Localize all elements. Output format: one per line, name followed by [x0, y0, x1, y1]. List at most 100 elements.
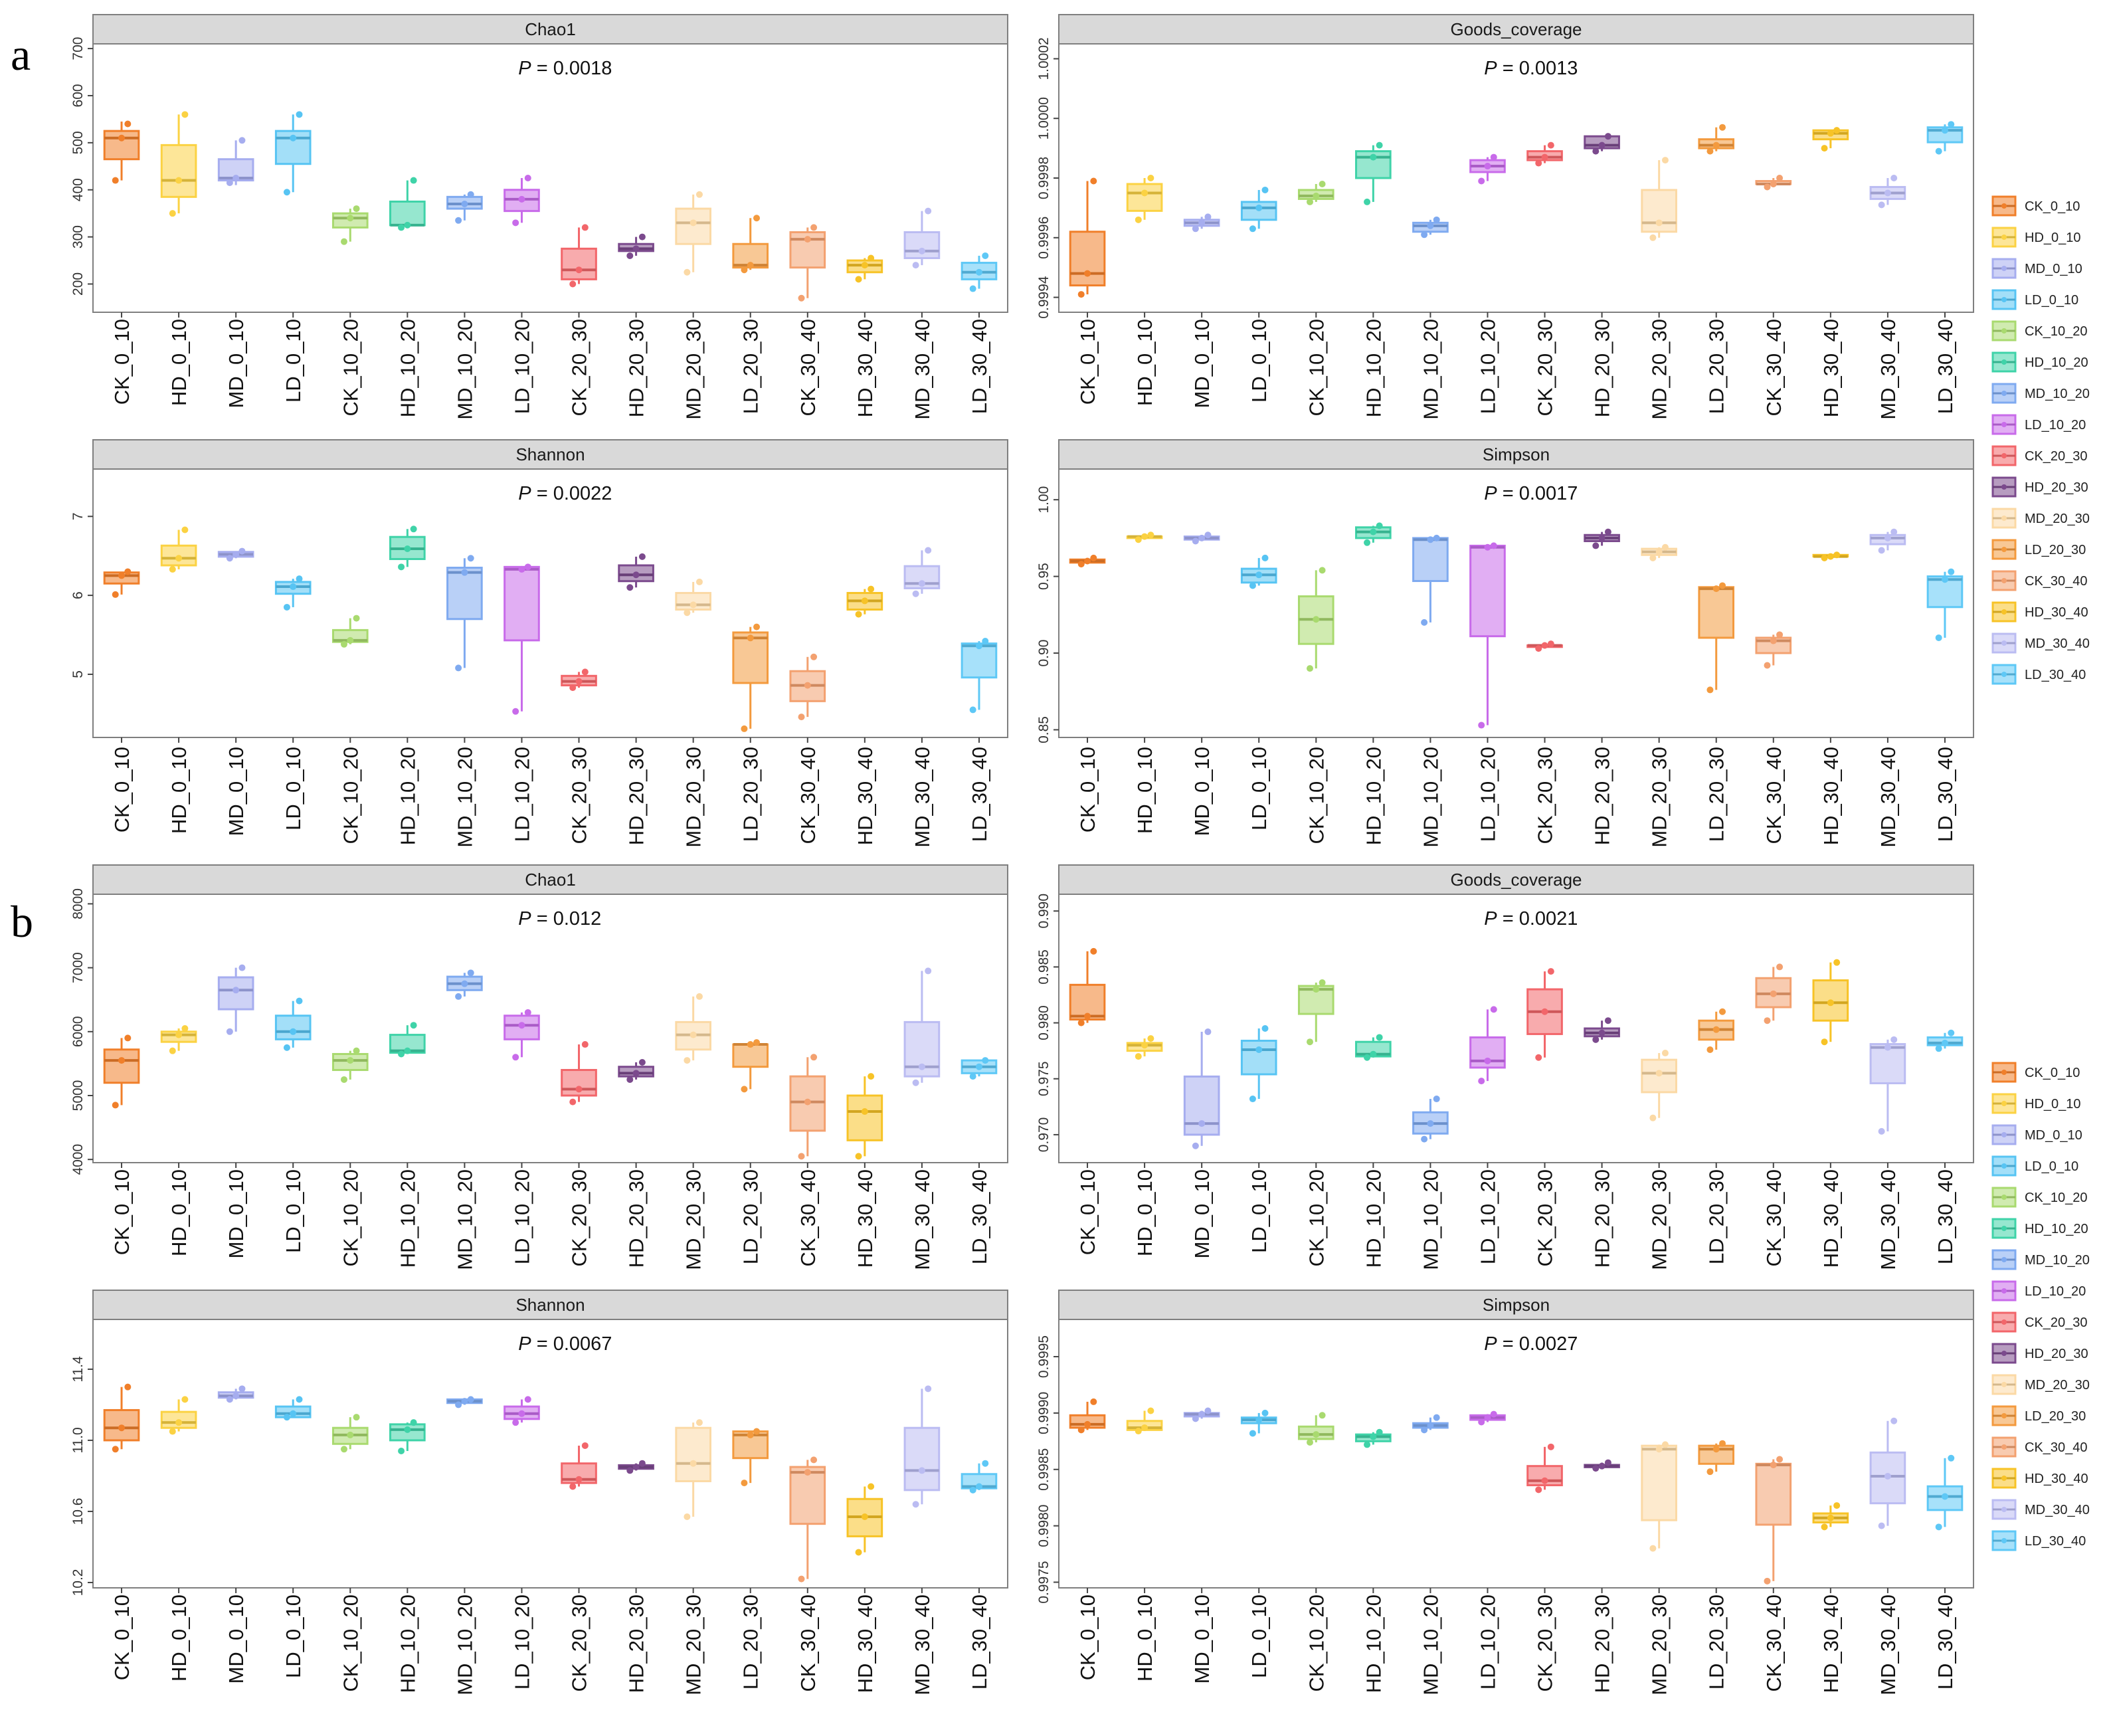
facet-strip [1058, 439, 1974, 470]
data-point [1827, 999, 1834, 1007]
data-point [353, 615, 360, 622]
data-point [1706, 686, 1714, 694]
box-hd-30-40 [846, 585, 883, 618]
legend-label: HD_30_40 [2025, 1472, 2088, 1486]
data-point [861, 1108, 868, 1115]
y-tick-label: 1.00 [1036, 486, 1052, 514]
data-point [1376, 1034, 1383, 1041]
legend-label: CK_20_30 [2025, 449, 2088, 464]
data-point [1941, 127, 1948, 134]
x-tick-label: HD_10_20 [1362, 747, 1385, 845]
data-point [232, 1393, 240, 1400]
data-point [1941, 576, 1948, 583]
iqr-box [1069, 231, 1106, 287]
data-point [575, 266, 583, 274]
legend-label: MD_10_20 [2025, 387, 2090, 401]
data-point [1147, 1035, 1154, 1042]
box-md-20-30 [1641, 157, 1677, 241]
x-tick-label: MD_10_20 [453, 1594, 476, 1695]
data-point [1770, 180, 1777, 187]
data-point [1884, 189, 1891, 197]
data-point [461, 200, 468, 207]
x-tick-label: LD_20_30 [739, 1594, 763, 1689]
x-tick-label: CK_10_20 [339, 319, 362, 417]
data-point [1821, 554, 1828, 561]
data-point [753, 1039, 761, 1046]
legend-key-dot [2001, 1413, 2007, 1418]
box-ld-30-40 [961, 638, 998, 714]
data-point [1147, 175, 1154, 181]
iqr-box [675, 1426, 711, 1482]
data-point [1592, 1036, 1600, 1043]
x-tick-label: LD_0_10 [282, 1169, 305, 1253]
y-tick-label: 0.9994 [1036, 276, 1052, 319]
x-tick-label: MD_20_30 [1648, 747, 1671, 848]
data-point [1084, 1420, 1091, 1428]
box-ld-20-30 [732, 215, 769, 274]
data-point [467, 555, 474, 562]
x-tick-label: CK_20_30 [1534, 1169, 1557, 1267]
x-tick-label: HD_30_40 [854, 319, 877, 417]
x-tick-label: LD_30_40 [1934, 1594, 1957, 1689]
data-point [1535, 159, 1542, 167]
box-ld-0-10 [1240, 1409, 1277, 1437]
y-tick-label: 0.90 [1036, 640, 1052, 667]
box-md-0-10 [217, 137, 254, 187]
legend-key-dot [2001, 1226, 2007, 1231]
data-point [1878, 547, 1885, 554]
legend-item: LD_0_10 [1991, 289, 2078, 310]
box-md-30-40 [903, 207, 941, 269]
data-point [1655, 1070, 1663, 1077]
data-point [1547, 142, 1554, 149]
x-tick-label: CK_20_30 [1534, 319, 1557, 417]
box-ck-30-40 [1755, 631, 1792, 669]
facet-a-chao1: Chao1 200 300 400 500 600 700 P = 0.0018 CK_0_10… [70, 14, 1008, 420]
data-point [169, 565, 176, 573]
legend-item: LD_20_30 [1991, 1405, 2086, 1426]
box-ld-30-40 [1926, 121, 1964, 155]
data-point [1147, 531, 1154, 539]
legend-key-dot [2001, 1538, 2007, 1543]
data-point [296, 111, 303, 118]
data-point [1376, 142, 1383, 149]
x-tick-label: LD_20_30 [1705, 747, 1728, 842]
iqr-box [789, 1466, 826, 1525]
data-point [1376, 522, 1383, 530]
data-point [1427, 536, 1434, 543]
legend-key-dot [2001, 1351, 2007, 1356]
legend-key-dot [2001, 547, 2007, 552]
x-tick-label: CK_10_20 [339, 747, 362, 844]
x-tick-label: LD_0_10 [1247, 1169, 1271, 1253]
data-point [969, 285, 976, 292]
x-tick-label: LD_20_30 [739, 747, 763, 842]
data-point [1827, 1514, 1834, 1521]
data-point [1370, 528, 1377, 535]
box-ck-20-30 [1526, 142, 1563, 167]
data-point [512, 219, 519, 227]
data-point [1535, 1486, 1542, 1494]
data-point [1490, 542, 1497, 549]
legend-item: HD_20_30 [1991, 476, 2088, 498]
data-point [1535, 645, 1542, 652]
data-point [1484, 1057, 1491, 1064]
data-point [181, 526, 189, 533]
data-point [638, 553, 646, 560]
data-point [226, 555, 233, 562]
data-point [747, 1041, 754, 1048]
data-point [290, 583, 297, 591]
data-point [1484, 1414, 1491, 1421]
box-hd-0-10 [160, 526, 197, 573]
data-point [1541, 1008, 1548, 1015]
legend-key-dot [2001, 1132, 2007, 1137]
data-point [455, 217, 462, 224]
x-tick-label: MD_10_20 [453, 1169, 476, 1270]
box-ck-20-30 [1526, 640, 1563, 652]
p-value: P = 0.0018 [518, 58, 612, 79]
legend-label: CK_0_10 [2025, 199, 2080, 214]
data-point [1427, 1422, 1434, 1429]
data-point [1135, 216, 1142, 223]
data-point [1364, 1441, 1371, 1448]
data-point [1135, 1428, 1142, 1435]
data-point [1261, 1409, 1269, 1416]
x-tick-label: MD_0_10 [1190, 1594, 1214, 1684]
